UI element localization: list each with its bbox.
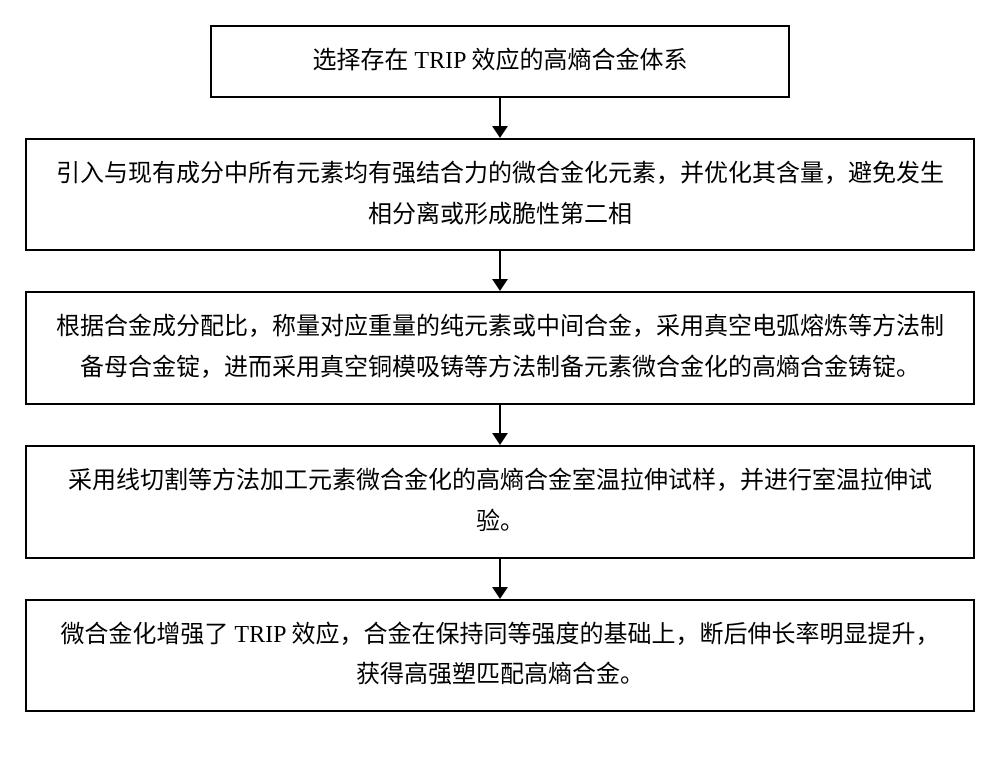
flow-arrow-3: [490, 405, 510, 445]
flow-arrow-1: [490, 98, 510, 138]
flow-node-1-text: 选择存在 TRIP 效应的高熵合金体系: [312, 48, 687, 74]
arrow-down-icon: [490, 251, 510, 291]
flow-node-3-text: 根据合金成分配比，称量对应重量的纯元素或中间合金，采用真空电弧熔炼等方法制备母合…: [56, 314, 944, 381]
flow-node-4: 采用线切割等方法加工元素微合金化的高熵合金室温拉伸试样，并进行室温拉伸试验。: [25, 445, 975, 559]
flow-node-1: 选择存在 TRIP 效应的高熵合金体系: [210, 25, 790, 98]
flow-node-3: 根据合金成分配比，称量对应重量的纯元素或中间合金，采用真空电弧熔炼等方法制备母合…: [25, 291, 975, 405]
arrow-down-icon: [490, 405, 510, 445]
flow-node-4-text: 采用线切割等方法加工元素微合金化的高熵合金室温拉伸试样，并进行室温拉伸试验。: [68, 468, 932, 535]
flow-node-5-text: 微合金化增强了 TRIP 效应，合金在保持同等强度的基础上，断后伸长率明显提升，…: [60, 622, 939, 689]
flow-arrow-2: [490, 251, 510, 291]
flow-node-5: 微合金化增强了 TRIP 效应，合金在保持同等强度的基础上，断后伸长率明显提升，…: [25, 599, 975, 713]
flow-node-2: 引入与现有成分中所有元素均有强结合力的微合金化元素，并优化其含量，避免发生相分离…: [25, 138, 975, 252]
flow-arrow-4: [490, 559, 510, 599]
flow-node-2-text: 引入与现有成分中所有元素均有强结合力的微合金化元素，并优化其含量，避免发生相分离…: [56, 161, 944, 228]
arrow-down-icon: [490, 559, 510, 599]
arrow-down-icon: [490, 98, 510, 138]
